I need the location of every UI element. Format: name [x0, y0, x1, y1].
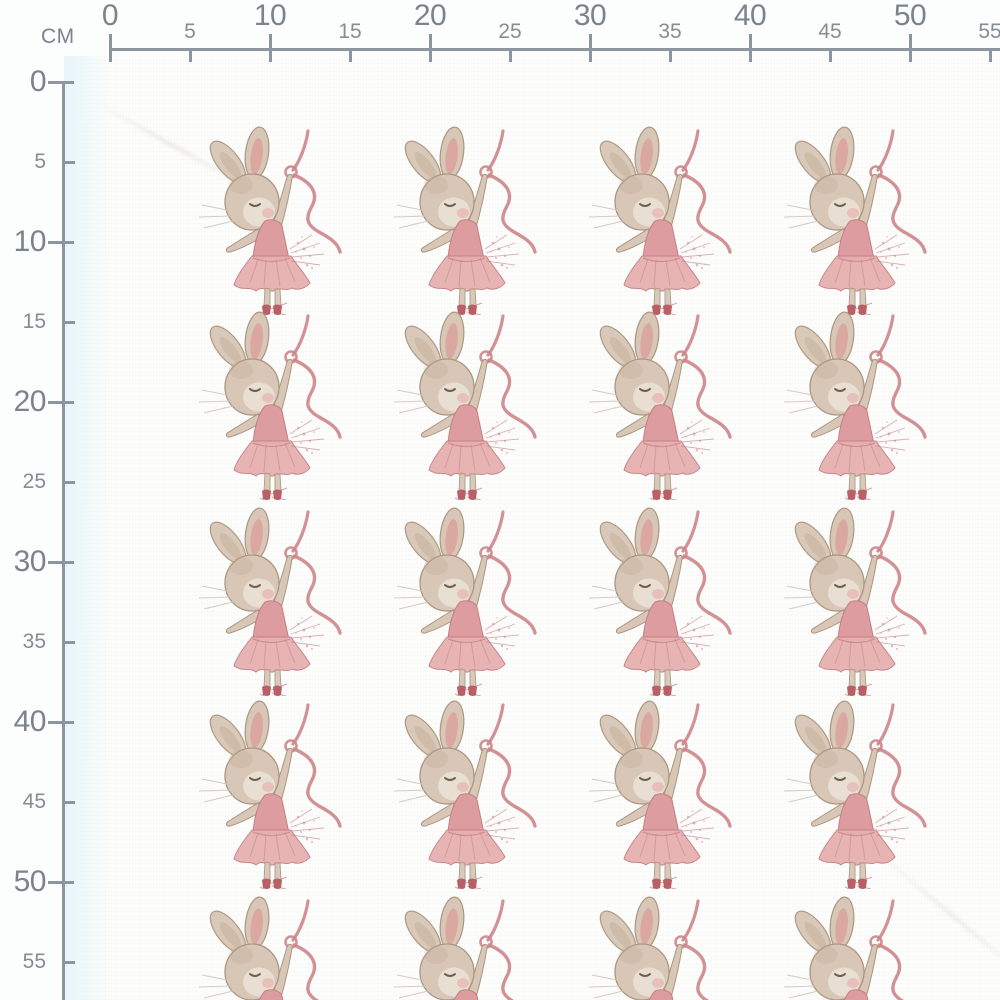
bunny-motif	[587, 895, 732, 1000]
bunny-motif	[587, 310, 732, 500]
bunny-motif	[197, 506, 342, 696]
bunny-motif	[392, 310, 537, 500]
bunny-motif	[197, 699, 342, 889]
bunny-motif	[587, 506, 732, 696]
ruler-unit-label: CM	[41, 25, 75, 48]
bunny-motif	[197, 125, 342, 315]
bunny-motif	[782, 310, 927, 500]
bunny-motif	[392, 699, 537, 889]
bunny-motif	[782, 506, 927, 696]
bunny-motif	[392, 506, 537, 696]
bunny-motif	[782, 895, 927, 1000]
bunny-motif	[587, 699, 732, 889]
bunny-motif	[197, 895, 342, 1000]
bunny-motif	[197, 310, 342, 500]
bunny-motif	[587, 125, 732, 315]
bunny-motif	[392, 125, 537, 315]
bunny-motif	[782, 125, 927, 315]
bunny-motif	[392, 895, 537, 1000]
bunny-motif	[782, 699, 927, 889]
